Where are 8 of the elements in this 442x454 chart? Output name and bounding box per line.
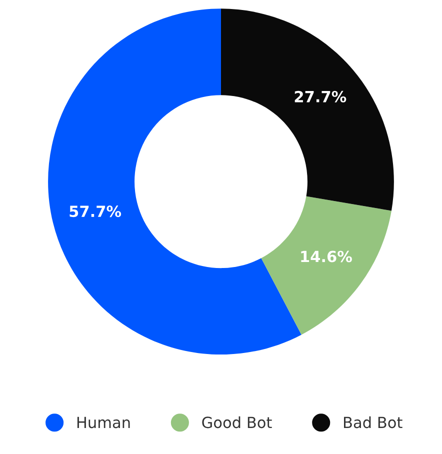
legend-label: Good Bot (202, 416, 272, 428)
data-label: 57.7% (70, 206, 122, 218)
data-label: 27.7% (294, 90, 346, 102)
donut-slice (221, 8, 394, 211)
donut-slice (261, 196, 392, 335)
legend-label: Human (77, 416, 130, 428)
legend-label: Bad Bot (344, 416, 402, 428)
data-label: 14.6% (301, 250, 352, 262)
